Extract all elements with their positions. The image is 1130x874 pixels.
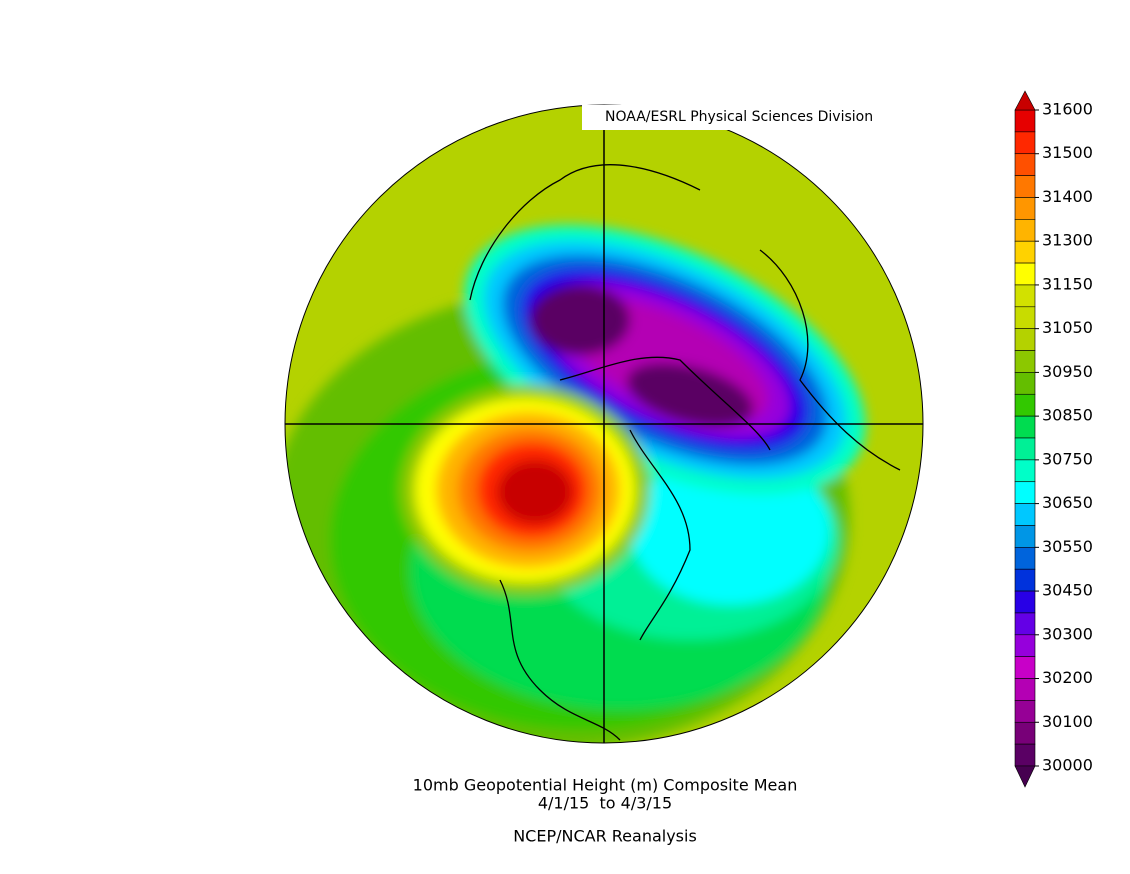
colorbar-box [1014,590,1036,614]
colorbar-label: 31500 [1042,143,1093,162]
colorbar-box [1014,240,1036,264]
colorbar-label: 31300 [1042,231,1093,250]
colorbar-box [1014,109,1036,133]
colorbar-box [1014,656,1036,679]
colorbar-label: 30200 [1042,668,1093,687]
colorbar-label: 30750 [1042,449,1093,468]
colorbar-label: 30100 [1042,712,1093,731]
colorbar-box [1014,328,1036,351]
colorbar-box [1014,721,1036,745]
colorbar-box [1014,503,1036,526]
colorbar-box [1014,437,1036,461]
colorbar-label: 31400 [1042,187,1093,206]
title-line: NCEP/NCAR Reanalysis [513,827,697,846]
colorbar-box [1014,459,1036,483]
credit-box [582,105,920,130]
credit: NOAA/ESRL Physical Sciences Division [605,109,873,125]
colorbar-label: 30950 [1042,362,1093,381]
colorbar-label: 30450 [1042,581,1093,600]
colorbar-label: 31600 [1042,100,1093,119]
colorbar-box [1014,306,1036,329]
colorbar-box [1014,547,1036,570]
colorbar-box [1014,197,1036,220]
colorbar-label: 31150 [1042,274,1093,293]
colorbar-label: 30550 [1042,537,1093,556]
colorbar-box [1014,175,1036,198]
colorbar-box [1014,568,1036,592]
colorbar-label: 30650 [1042,493,1093,512]
colorbar-box [1014,700,1036,723]
colorbar-box [1014,131,1036,155]
map [285,105,923,743]
colorbar-box [1014,219,1036,242]
colorbar-label: 30300 [1042,624,1093,643]
colorbar-box [1014,634,1036,657]
colorbar-box [1014,284,1036,308]
colorbar-box [1014,350,1036,373]
colorbar-under [1014,765,1036,788]
colorbar-box [1014,612,1036,636]
colorbar-label: 30000 [1042,756,1093,775]
colorbar-label: 31050 [1042,318,1093,337]
colorbar-box [1014,153,1036,176]
colorbar-box [1014,372,1036,395]
colorbar-box [1014,743,1036,767]
title-line: 10mb Geopotential Height (m) Composite M… [413,776,798,795]
colorbar-label: 30850 [1042,406,1093,425]
colorbar-box [1014,678,1036,701]
title-line: 4/1/15 to 4/3/15 [538,794,672,813]
colorbar-over [1014,90,1036,111]
colorbar: 31600 31500 31400 31300 31150 31050 30950 30850… [1014,90,1093,788]
colorbar-box [1014,262,1036,286]
colorbar-box [1014,415,1036,439]
colorbar-box [1014,481,1036,504]
colorbar-box [1014,393,1036,417]
colorbar-box [1014,525,1036,548]
